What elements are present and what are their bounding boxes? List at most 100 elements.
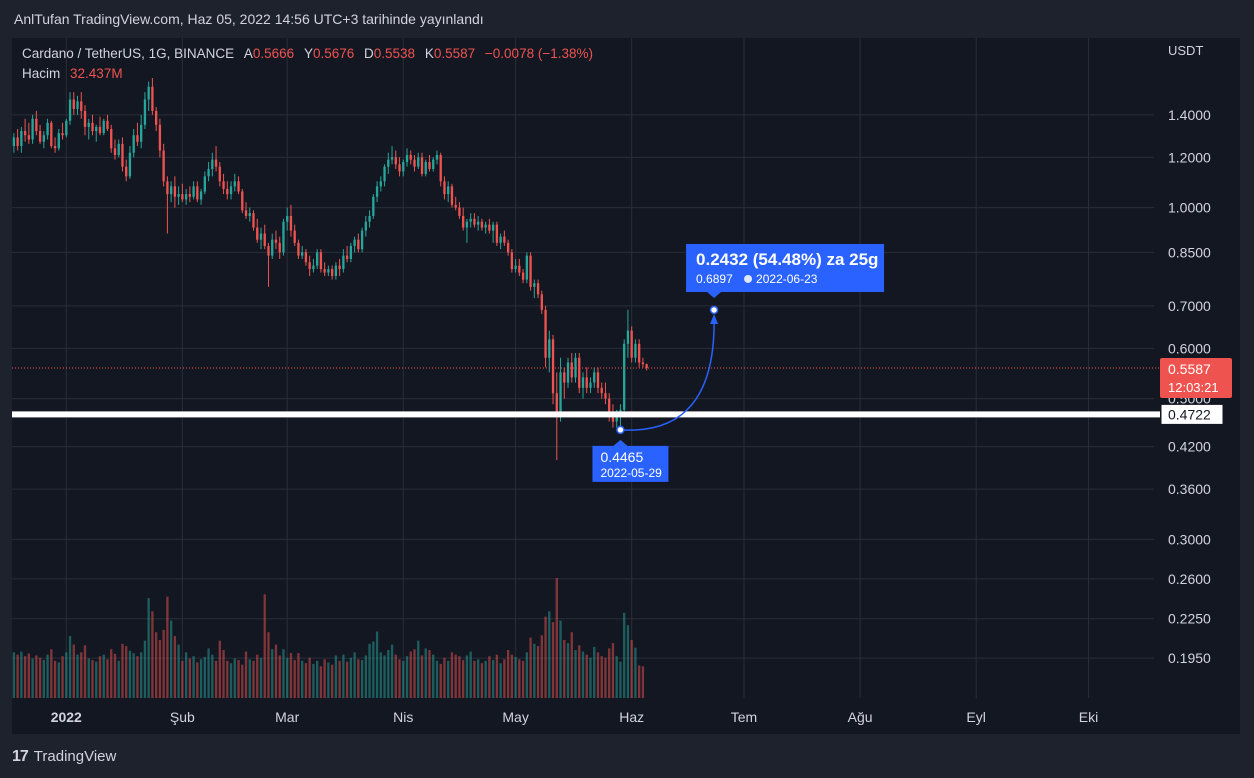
volume-bar [173,636,177,698]
volume-bar [181,660,184,698]
volume-bar [301,660,304,698]
candle-body [154,110,158,125]
candle-body [638,343,641,363]
projection-target-date: 2022-06-23 [756,272,818,286]
candle-body [169,186,173,195]
volume-bar [334,655,338,698]
brand-footer[interactable]: 17 TradingView [12,742,116,772]
volume-bar [518,659,521,698]
volume-bar [50,649,53,698]
candle-body [536,283,540,295]
volume-bar [226,660,229,698]
volume-bar [241,664,244,698]
candle-body [604,393,607,399]
volume-bar [420,655,424,698]
volume-bar [514,656,517,698]
volume-bar [289,653,293,698]
volume-bar [345,661,349,698]
volume-bar [525,652,528,698]
volume-bar [570,632,573,698]
volume-bar [53,660,57,698]
x-tick-label: Mar [275,709,299,725]
volume-bar [364,655,367,698]
candle-body [98,126,102,134]
candle-body [53,146,57,149]
volume-bar [566,643,570,698]
candle-body [578,357,581,388]
candle-body [319,252,323,270]
volume-bar [263,594,266,698]
volume-bar [357,659,360,698]
volume-bar [394,654,397,698]
candle-body [68,99,72,121]
volume-bar [372,641,375,698]
volume-bar [428,650,431,698]
candle-body [177,194,180,197]
projection-arc [620,317,715,431]
candle-body [435,155,439,160]
candle-body [181,194,184,200]
candle-body [50,122,53,147]
chart-legend: Cardano / TetherUS, 1G, BINANCE A0.5666 … [22,44,593,84]
volume-label: Hacim [22,66,61,81]
volume-bar [166,596,169,698]
candle-body [95,126,98,132]
x-tick-label: Şub [170,709,195,725]
candle-body [218,166,221,182]
support-line [12,411,1160,418]
volume-bar [375,631,379,698]
close-value: 0.5587 [433,46,476,61]
candle-body [432,159,435,170]
candle-body [282,221,285,253]
candle-body [27,135,31,140]
candle-body [42,135,45,142]
candle-body [394,157,397,165]
candle-body [390,157,394,160]
volume-bar [308,657,311,698]
candle-body [256,227,259,240]
x-tick-label: 2022 [51,709,82,725]
volume-bar [574,650,577,698]
candle-body [192,186,195,197]
candle-body [222,181,225,189]
volume-bar [12,652,16,698]
candle-body [87,122,90,127]
candle-body [521,272,525,280]
volume-bar [473,660,476,698]
price-chart[interactable]: 1.40001.20001.00000.85000.70000.60000.50… [12,38,1240,734]
candle-body [600,387,603,394]
volume-bar [458,656,461,698]
volume-bar [432,654,435,698]
volume-bar [540,635,543,698]
chart-panel[interactable]: 1.4000 1.2000 1.0000 0.8500 0.7000 0.6000 0.50… [12,38,1240,734]
volume-bar [151,611,154,698]
candle-body [20,131,23,147]
volume-bar [98,656,102,698]
candle-body [76,101,79,109]
y-tick-label: 0.7000 [1168,298,1211,314]
candle-body [330,269,334,277]
volume-bar [409,651,412,698]
candle-body [237,181,240,192]
projection-target-box [686,243,885,298]
bar-countdown-label: 12:03:21 [1168,380,1219,395]
volume-bar [424,648,427,698]
volume-bar [521,660,525,698]
clock-icon [744,274,753,283]
volume-bar [491,660,495,698]
candle-body [462,215,465,228]
volume-bar [551,622,555,698]
volume-bar [480,663,484,698]
volume-bar [222,650,225,698]
volume-bar [267,632,270,698]
volume-bar [87,658,90,698]
candle-body [199,191,203,200]
candle-body [293,230,296,243]
volume-bar [46,654,49,698]
volume-bar [544,616,547,698]
volume-bar [615,656,618,698]
candle-body [342,255,345,270]
volume-bar [379,652,382,698]
volume-bar [128,650,132,698]
candle-body [499,236,502,243]
